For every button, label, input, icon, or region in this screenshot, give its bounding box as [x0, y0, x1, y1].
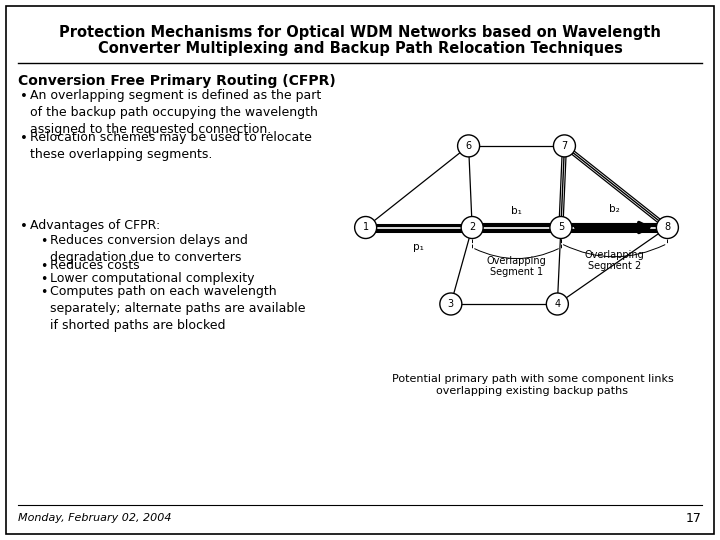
Text: •: • — [40, 286, 48, 299]
Text: Monday, February 02, 2004: Monday, February 02, 2004 — [18, 513, 171, 523]
Text: 7: 7 — [562, 141, 567, 151]
Circle shape — [546, 293, 568, 315]
Text: 4: 4 — [554, 299, 560, 309]
Text: 17: 17 — [686, 511, 702, 524]
Circle shape — [440, 293, 462, 315]
Circle shape — [657, 217, 678, 239]
Text: •: • — [20, 220, 28, 233]
Text: An overlapping segment is defined as the part
of the backup path occupying the w: An overlapping segment is defined as the… — [30, 89, 321, 136]
Text: Overlapping
Segment 1: Overlapping Segment 1 — [487, 255, 546, 277]
Text: Potential primary path with some component links
overlapping existing backup pat: Potential primary path with some compone… — [392, 374, 673, 396]
Text: Protection Mechanisms for Optical WDM Networks based on Wavelength: Protection Mechanisms for Optical WDM Ne… — [59, 24, 661, 39]
Text: Overlapping
Segment 2: Overlapping Segment 2 — [584, 249, 644, 271]
Text: •: • — [40, 260, 48, 273]
Text: Reduces conversion delays and
degradation due to converters: Reduces conversion delays and degradatio… — [50, 234, 248, 264]
Text: Lower computational complexity: Lower computational complexity — [50, 272, 254, 285]
Circle shape — [554, 135, 575, 157]
Text: 3: 3 — [448, 299, 454, 309]
Text: •: • — [20, 90, 28, 103]
Text: b₂: b₂ — [609, 204, 619, 213]
Text: 5: 5 — [558, 222, 564, 233]
Text: b₁: b₁ — [511, 206, 522, 217]
Text: •: • — [40, 235, 48, 248]
Text: Conversion Free Primary Routing (CFPR): Conversion Free Primary Routing (CFPR) — [18, 74, 336, 88]
Circle shape — [355, 217, 377, 239]
Text: 2: 2 — [469, 222, 475, 233]
Text: Converter Multiplexing and Backup Path Relocation Techniques: Converter Multiplexing and Backup Path R… — [98, 42, 622, 57]
Text: p₁: p₁ — [413, 241, 424, 252]
Text: Computes path on each wavelength
separately; alternate paths are available
if sh: Computes path on each wavelength separat… — [50, 285, 305, 332]
Text: Reduces costs: Reduces costs — [50, 259, 140, 272]
Circle shape — [550, 217, 572, 239]
Text: Relocation schemes may be used to relocate
these overlapping segments.: Relocation schemes may be used to reloca… — [30, 131, 312, 161]
Circle shape — [458, 135, 480, 157]
Text: Advantages of CFPR:: Advantages of CFPR: — [30, 219, 161, 232]
Text: 6: 6 — [466, 141, 472, 151]
Text: •: • — [40, 273, 48, 286]
Text: •: • — [20, 132, 28, 145]
Text: 1: 1 — [363, 222, 369, 233]
Text: 8: 8 — [665, 222, 670, 233]
Circle shape — [461, 217, 483, 239]
